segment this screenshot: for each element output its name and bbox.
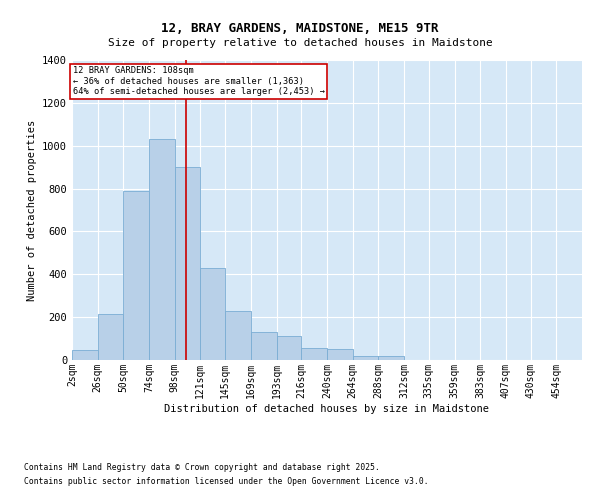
Bar — [98, 314, 124, 360]
Bar — [327, 350, 353, 360]
Bar — [72, 350, 98, 360]
Text: Contains public sector information licensed under the Open Government Licence v3: Contains public sector information licen… — [24, 477, 428, 486]
Bar — [199, 268, 225, 360]
Bar — [301, 348, 327, 360]
Bar — [175, 167, 199, 360]
Text: Contains HM Land Registry data © Crown copyright and database right 2025.: Contains HM Land Registry data © Crown c… — [24, 464, 380, 472]
Bar — [225, 310, 251, 360]
Bar — [379, 356, 404, 360]
Bar — [149, 140, 175, 360]
Bar — [353, 356, 379, 360]
Bar — [251, 332, 277, 360]
X-axis label: Distribution of detached houses by size in Maidstone: Distribution of detached houses by size … — [164, 404, 490, 413]
Bar — [277, 336, 301, 360]
Bar — [124, 190, 149, 360]
Text: Size of property relative to detached houses in Maidstone: Size of property relative to detached ho… — [107, 38, 493, 48]
Text: 12, BRAY GARDENS, MAIDSTONE, ME15 9TR: 12, BRAY GARDENS, MAIDSTONE, ME15 9TR — [161, 22, 439, 36]
Y-axis label: Number of detached properties: Number of detached properties — [26, 120, 37, 300]
Text: 12 BRAY GARDENS: 108sqm
← 36% of detached houses are smaller (1,363)
64% of semi: 12 BRAY GARDENS: 108sqm ← 36% of detache… — [73, 66, 325, 96]
